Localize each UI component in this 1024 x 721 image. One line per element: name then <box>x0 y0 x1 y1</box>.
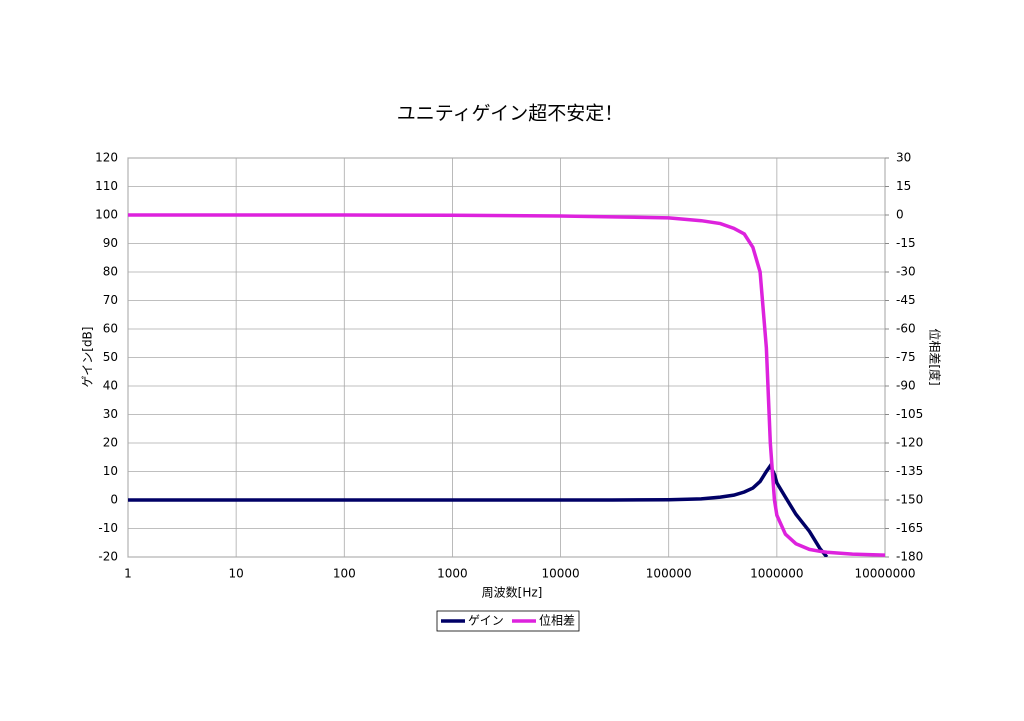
y2-tick-label: -135 <box>896 464 923 478</box>
x-tick-label: 1 <box>124 567 132 581</box>
legend-label: ゲイン <box>468 614 504 628</box>
y-tick-label: 20 <box>103 436 118 450</box>
lines <box>128 213 885 557</box>
y2-tick-label: -15 <box>896 236 916 250</box>
y-tick-label: 50 <box>103 350 118 364</box>
y-tick-label: 100 <box>95 208 118 222</box>
y2-tick-label: 30 <box>896 151 911 165</box>
y2-tick-label: -30 <box>896 265 916 279</box>
series-line <box>128 462 829 557</box>
y2-tick-label: -45 <box>896 293 916 307</box>
x-tick-label: 10 <box>229 567 244 581</box>
y-axis-title: ゲイン[dB] <box>81 327 95 388</box>
y-tick-label: 0 <box>110 493 118 507</box>
legend: ゲイン 位相差 <box>436 610 580 632</box>
y2-axis-title: 位相差[度] <box>928 328 943 385</box>
x-tick-label: 1000 <box>437 567 468 581</box>
grid <box>127 157 886 558</box>
y2-tick-label: -90 <box>896 379 916 393</box>
y-tick-label: 60 <box>103 322 118 336</box>
y-tick-label: 120 <box>95 151 118 165</box>
y2-tick-label: -105 <box>896 407 923 421</box>
x-tick-label: 10000 <box>541 567 579 581</box>
y2-tick-label: -165 <box>896 521 923 535</box>
y-tick-label: 40 <box>103 379 118 393</box>
y-tick-label: 110 <box>95 179 118 193</box>
y2-tick-label: -150 <box>896 493 923 507</box>
y-tick-label: 80 <box>103 265 118 279</box>
y-tick-label: 70 <box>103 293 118 307</box>
y2-tick-label: -180 <box>896 550 923 564</box>
legend-box <box>436 610 580 632</box>
x-tick-label: 1000000 <box>750 567 803 581</box>
legend-label: 位相差 <box>539 613 575 628</box>
x-tick-label: 10000000 <box>854 567 915 581</box>
y-tick-label: 30 <box>103 407 118 421</box>
series-line <box>128 213 885 557</box>
y-tick-label: -10 <box>98 521 118 535</box>
y2-tick-label: -120 <box>896 436 923 450</box>
y-tick-label: 90 <box>103 236 118 250</box>
chart-title: ユニティゲイン超不安定！ <box>397 103 623 125</box>
y-tick-label: 10 <box>103 464 118 478</box>
y2-tick-label: -60 <box>896 322 916 336</box>
x-axis-title: 周波数[Hz] <box>482 585 543 600</box>
x-tick-label: 100000 <box>646 567 692 581</box>
y-tick-label: -20 <box>98 550 118 564</box>
y2-tick-label: 15 <box>896 179 911 193</box>
y2-tick-label: 0 <box>896 208 904 222</box>
x-tick-label: 100 <box>333 567 356 581</box>
y2-tick-label: -75 <box>896 350 916 364</box>
